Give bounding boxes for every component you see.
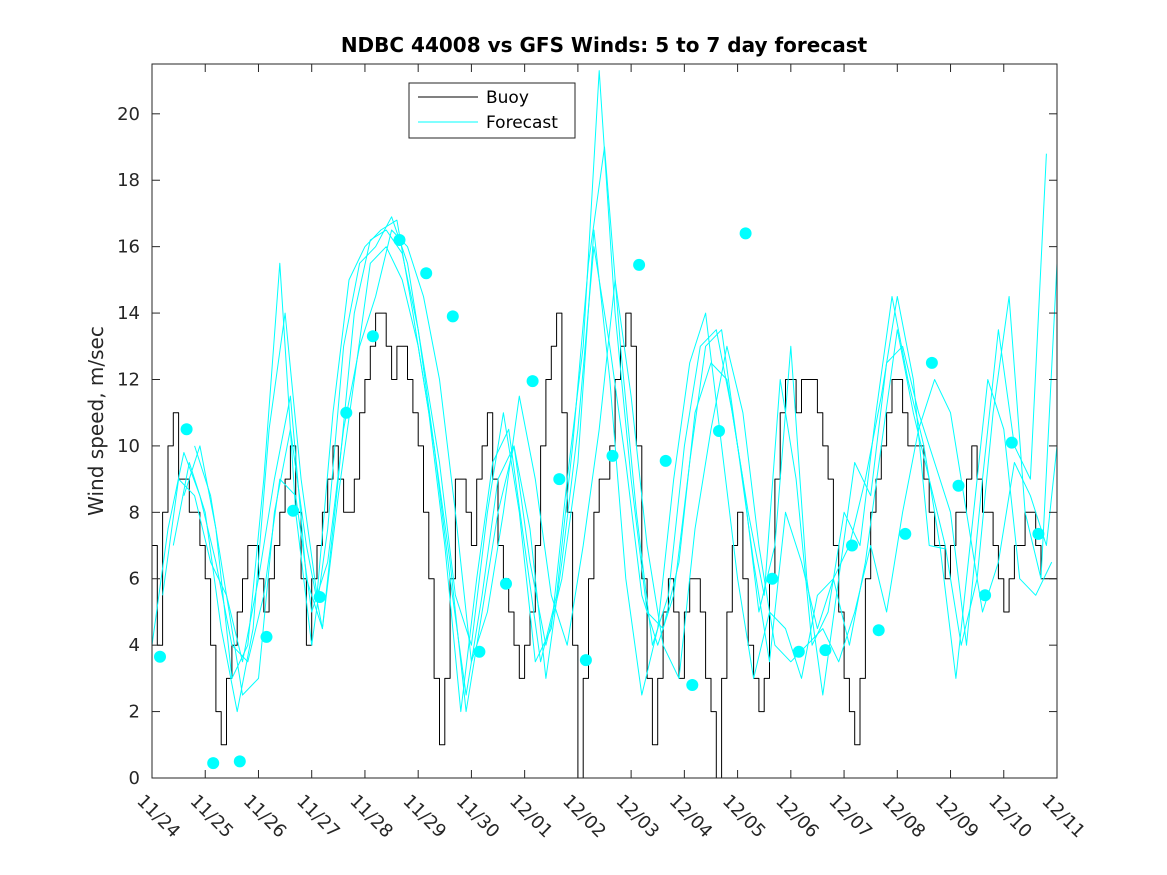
forecast-marker-point [446, 310, 459, 323]
chart-title: NDBC 44008 vs GFS Winds: 5 to 7 day fore… [341, 33, 868, 57]
y-tick-label: 8 [129, 502, 140, 523]
legend-buoy-label: Buoy [486, 88, 529, 108]
forecast-marker-point [207, 757, 220, 770]
forecast-marker-point [925, 356, 938, 369]
forecast-series-line [172, 146, 1053, 713]
y-tick-label: 6 [129, 569, 140, 590]
forecast-marker-point [979, 589, 992, 602]
y-tick-label: 14 [117, 303, 140, 324]
forecast-marker-point [766, 572, 779, 585]
y-tick-label: 18 [117, 170, 140, 191]
y-tick-label: 16 [117, 237, 140, 258]
buoy-series-line [152, 312, 1057, 779]
axes-box [151, 63, 1058, 779]
forecast-marker-point [420, 267, 433, 280]
forecast-marker-point [713, 425, 725, 437]
forecast-marker-point [340, 406, 353, 419]
forecast-marker-point [287, 504, 300, 517]
forecast-marker-point [313, 591, 326, 603]
forecast-marker-point [526, 375, 539, 388]
forecast-marker-point [500, 577, 512, 590]
forecast-series-line [183, 70, 1047, 696]
forecast-marker-point [579, 654, 592, 667]
forecast-marker-point [233, 755, 246, 768]
forecast-marker-point [473, 645, 486, 658]
forecast-marker-point [633, 258, 646, 271]
forecast-marker-point [260, 630, 273, 643]
forecast-marker-point [1005, 436, 1018, 449]
forecast-marker-point [1032, 527, 1045, 540]
forecast-marker-point [659, 454, 672, 467]
forecast-marker-point [154, 650, 166, 663]
forecast-series-line [194, 229, 946, 713]
forecast-marker-point [686, 679, 699, 691]
y-tick-label: 12 [117, 369, 140, 390]
legend: Buoy Forecast [408, 82, 576, 139]
forecast-marker-point [792, 645, 805, 658]
forecast-marker-point [952, 479, 965, 492]
y-axis-label: Wind speed, m/sec [84, 326, 108, 516]
y-tick-label: 20 [117, 104, 140, 125]
forecast-marker-point [819, 644, 832, 657]
forecast-marker-point [846, 539, 858, 552]
forecast-marker-point [180, 423, 193, 436]
forecast-marker-point [899, 527, 912, 540]
forecast-marker-point [553, 473, 566, 486]
y-tick-label: 10 [117, 436, 140, 457]
y-tick-label: 4 [129, 635, 140, 656]
forecast-marker-point [739, 227, 752, 240]
legend-forecast-label: Forecast [486, 113, 558, 133]
forecast-marker-point [606, 449, 619, 462]
legend-box [408, 82, 576, 139]
forecast-series-line [162, 229, 1058, 696]
plot-area [152, 64, 1057, 778]
marker-layer [154, 227, 1045, 770]
y-tick-label: 2 [129, 702, 140, 723]
forecast-marker-point [366, 330, 379, 343]
forecast-marker-point [872, 624, 885, 637]
series-layer [151, 70, 1058, 779]
y-tick-label: 0 [129, 768, 140, 789]
forecast-marker-point [393, 234, 406, 246]
